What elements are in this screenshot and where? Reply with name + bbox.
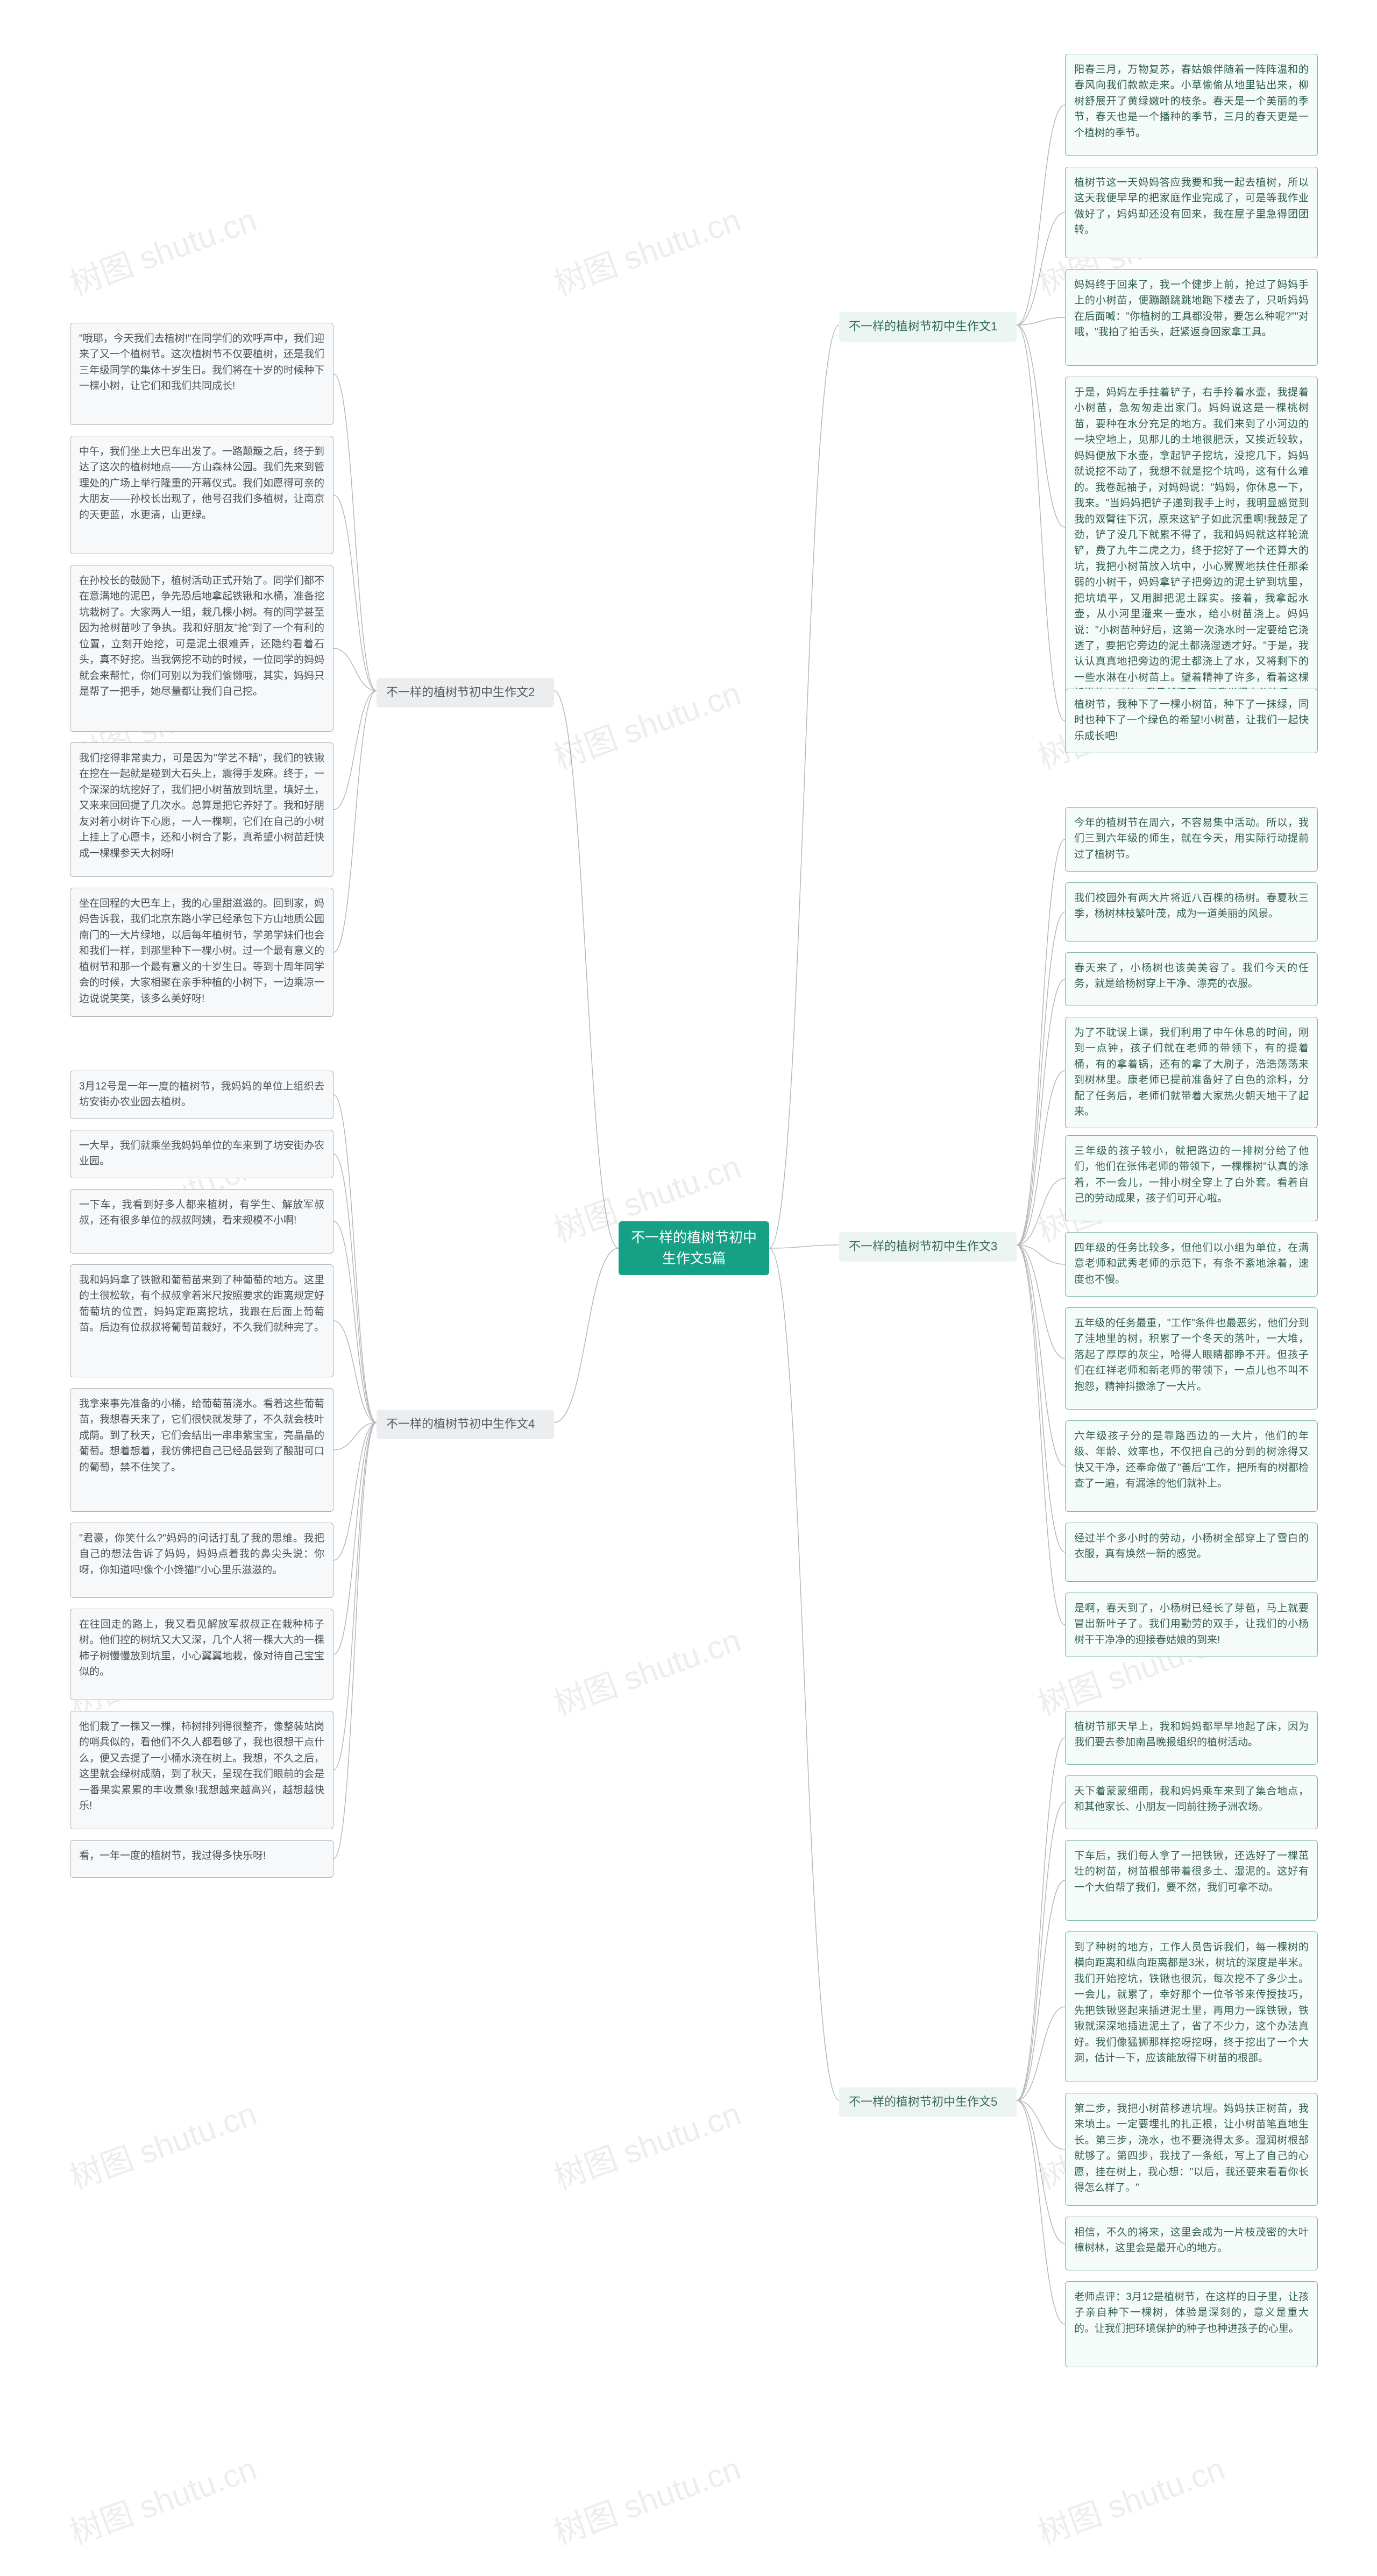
- leaf-node: 我和妈妈拿了铁锨和葡萄苗来到了种葡萄的地方。这里的土很松软，有个叔叔拿着米尺按照…: [70, 1264, 333, 1377]
- leaf-node: 于是，妈妈左手拄着铲子，右手拎着水壶，我提着小树苗，急匆匆走出家门。妈妈说这是一…: [1065, 377, 1318, 710]
- leaf-node: 春天来了，小杨树也该美美容了。我们今天的任务，就是给杨树穿上干净、漂亮的衣服。: [1065, 952, 1318, 1006]
- leaf-node: 在孙校长的鼓励下，植树活动正式开始了。同学们都不在意满地的泥巴，争先恐后地拿起铁…: [70, 565, 333, 732]
- watermark: 树图 shutu.cn: [546, 1614, 746, 1725]
- leaf-node: 天下着蒙蒙细雨，我和妈妈乘车来到了集合地点，和其他家长、小朋友一同前往扬子洲农场…: [1065, 1775, 1318, 1829]
- leaf-node: 下车后，我们每人拿了一把铁锹，还选好了一棵茁壮的树苗，树苗根部带着很多土、湿泥的…: [1065, 1840, 1318, 1921]
- leaf-node: "君豪，你笑什么?"妈妈的问话打乱了我的思维。我把自己的想法告诉了妈妈，妈妈点着…: [70, 1523, 333, 1598]
- leaf-node: 今年的植树节在周六，不容易集中活动。所以，我们三到六年级的师生，就在今天，用实际…: [1065, 807, 1318, 872]
- branch-title: 不一样的植树节初中生作文2: [377, 678, 554, 707]
- leaf-node: 六年级孩子分的是靠路西边的一大片，他们的年级、年龄、效率也，不仅把自己的分到的树…: [1065, 1420, 1318, 1512]
- leaf-node: 植树节，我种下了一棵小树苗，种下了一抹绿，同时也种下了一个绿色的希望!小树苗，让…: [1065, 689, 1318, 753]
- leaf-node: "哦耶，今天我们去植树!"在同学们的欢呼声中，我们迎来了又一个植树节。这次植树节…: [70, 323, 333, 425]
- leaf-node: 三年级的孩子较小，就把路边的一排树分给了他们，他们在张伟老师的带领下，一棵棵树"…: [1065, 1135, 1318, 1221]
- watermark: 树图 shutu.cn: [1031, 2443, 1230, 2553]
- leaf-node: 坐在回程的大巴车上，我的心里甜滋滋的。回到家，妈妈告诉我，我们北京东路小学已经承…: [70, 888, 333, 1017]
- leaf-node: 我们校园外有两大片将近八百棵的杨树。春夏秋三季，杨树林枝繁叶茂，成为一道美丽的风…: [1065, 882, 1318, 942]
- watermark: 树图 shutu.cn: [546, 667, 746, 778]
- watermark: 树图 shutu.cn: [62, 2087, 262, 2198]
- leaf-node: 第二步，我把小树苗移进坑埋。妈妈扶正树苗，我来填土。一定要埋扎的扎正根，让小树苗…: [1065, 2093, 1318, 2206]
- leaf-node: 是啊，春天到了，小杨树已经长了芽苞，马上就要冒出新叶子了。我们用勤劳的双手，让我…: [1065, 1593, 1318, 1657]
- leaf-node: 我拿来事先准备的小桶，给葡萄苗浇水。看着这些葡萄苗，我想春天来了，它们很快就发芽…: [70, 1388, 333, 1512]
- leaf-node: 为了不耽误上课，我们利用了中午休息的时间，刚到一点钟，孩子们就在老师的带领下，有…: [1065, 1017, 1318, 1128]
- leaf-node: 到了种树的地方，工作人员告诉我们，每一棵树的横向距离和纵向距离都是3米，树坑的深…: [1065, 1931, 1318, 2082]
- watermark: 树图 shutu.cn: [546, 2443, 746, 2553]
- leaf-node: 经过半个多小时的劳动，小杨树全部穿上了雪白的衣服，真有焕然一新的感觉。: [1065, 1523, 1318, 1582]
- leaf-node: 他们栽了一棵又一棵，柿树排列得很整齐，像整装站岗的哨兵似的，看他们不久人都看够了…: [70, 1711, 333, 1829]
- watermark: 树图 shutu.cn: [546, 2087, 746, 2198]
- branch-title: 不一样的植树节初中生作文3: [839, 1232, 1017, 1262]
- leaf-node: 一下车，我看到好多人都来植树，有学生、解放军叔叔，还有很多单位的叔叔阿姨，看来规…: [70, 1189, 333, 1254]
- leaf-node: 一大早，我们就乘坐我妈妈单位的车来到了坊安街办农业园。: [70, 1130, 333, 1178]
- leaf-node: 3月12号是一年一度的植树节，我妈妈的单位上组织去坊安街办农业园去植树。: [70, 1071, 333, 1119]
- watermark: 树图 shutu.cn: [546, 194, 746, 305]
- leaf-node: 植树节这一天妈妈答应我要和我一起去植树，所以这天我便早早的把家庭作业完成了，可是…: [1065, 167, 1318, 258]
- branch-title: 不一样的植树节初中生作文1: [839, 312, 1017, 342]
- leaf-node: 中午，我们坐上大巴车出发了。一路颠簸之后，终于到达了这次的植树地点——方山森林公…: [70, 436, 333, 554]
- leaf-node: 在往回走的路上，我又看见解放军叔叔正在栽种柿子树。他们控的树坑又大又深，几个人将…: [70, 1609, 333, 1700]
- leaf-node: 阳春三月，万物复苏，春姑娘伴随着一阵阵温和的春风向我们款款走来。小草偷偷从地里钻…: [1065, 54, 1318, 156]
- branch-title: 不一样的植树节初中生作文4: [377, 1410, 554, 1439]
- leaf-node: 四年级的任务比较多，但他们以小组为单位，在满意老师和武秀老师的示范下，有条不紊地…: [1065, 1232, 1318, 1297]
- leaf-node: 妈妈终于回来了，我一个健步上前，抢过了妈妈手上的小树苗，便蹦蹦跳跳地跑下楼去了，…: [1065, 269, 1318, 366]
- leaf-node: 老师点评：3月12是植树节，在这样的日子里，让孩子亲自种下一棵树，体验是深刻的，…: [1065, 2281, 1318, 2367]
- watermark: 树图 shutu.cn: [62, 194, 262, 305]
- leaf-node: 相信，不久的将来，这里会成为一片枝茂密的大叶樟树林，这里会是最开心的地方。: [1065, 2217, 1318, 2270]
- leaf-node: 五年级的任务最重，"工作"条件也最恶劣，他们分到了洼地里的树，积累了一个冬天的落…: [1065, 1307, 1318, 1410]
- root-node: 不一样的植树节初中生作文5篇: [619, 1221, 769, 1275]
- leaf-node: 我们挖得非常卖力，可是因为"学艺不精"，我们的铁锹在挖在一起就是碰到大石头上，震…: [70, 742, 333, 877]
- leaf-node: 看，一年一度的植树节，我过得多快乐呀!: [70, 1840, 333, 1878]
- watermark: 树图 shutu.cn: [62, 2443, 262, 2553]
- branch-title: 不一样的植树节初中生作文5: [839, 2087, 1017, 2117]
- leaf-node: 植树节那天早上，我和妈妈都早早地起了床，因为我们要去参加南昌晚报组织的植树活动。: [1065, 1711, 1318, 1765]
